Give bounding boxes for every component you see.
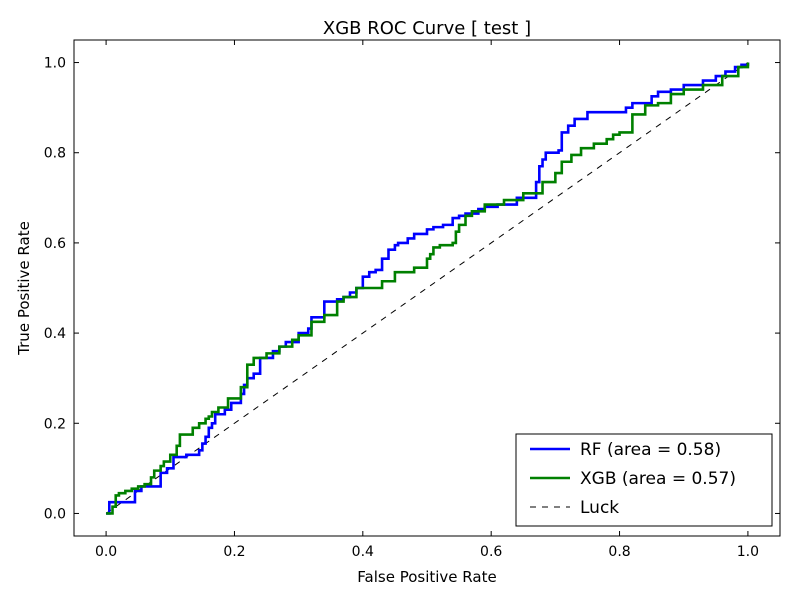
x-tick-label: 0.2 bbox=[223, 544, 245, 560]
y-axis-label: True Positive Rate bbox=[15, 221, 33, 356]
legend-label-xgb: XGB (area = 0.57) bbox=[580, 469, 736, 489]
x-tick-label: 0.4 bbox=[352, 544, 374, 560]
x-tick-label: 0.0 bbox=[95, 544, 117, 560]
chart-title: XGB ROC Curve [ test ] bbox=[323, 18, 531, 39]
x-tick-label: 0.8 bbox=[608, 544, 630, 560]
legend: RF (area = 0.58) XGB (area = 0.57) Luck bbox=[515, 433, 773, 527]
legend-label-luck: Luck bbox=[580, 498, 619, 518]
series-line-luck bbox=[105, 62, 749, 514]
y-tick-label: 0.4 bbox=[44, 326, 66, 342]
legend-label-rf: RF (area = 0.58) bbox=[580, 440, 721, 460]
series-line-rf bbox=[106, 62, 750, 515]
plot-area bbox=[105, 62, 750, 515]
x-axis-label: False Positive Rate bbox=[357, 568, 496, 586]
y-tick-label: 0.8 bbox=[44, 146, 66, 162]
x-tick-label: 1.0 bbox=[737, 544, 759, 560]
x-tick-label: 0.6 bbox=[480, 544, 502, 560]
y-tick-label: 0.6 bbox=[44, 236, 66, 252]
y-tick-label: 1.0 bbox=[44, 56, 66, 72]
y-tick-label: 0.2 bbox=[44, 416, 66, 432]
y-tick-label: 0.0 bbox=[44, 506, 66, 522]
axes-frame bbox=[73, 39, 781, 537]
axis-ticks: 0.0 0.2 0.4 0.6 0.8 1.0 0.0 0.2 0.4 0.6 0.8 1.0 bbox=[44, 40, 780, 560]
series-line-xgb bbox=[106, 62, 750, 515]
